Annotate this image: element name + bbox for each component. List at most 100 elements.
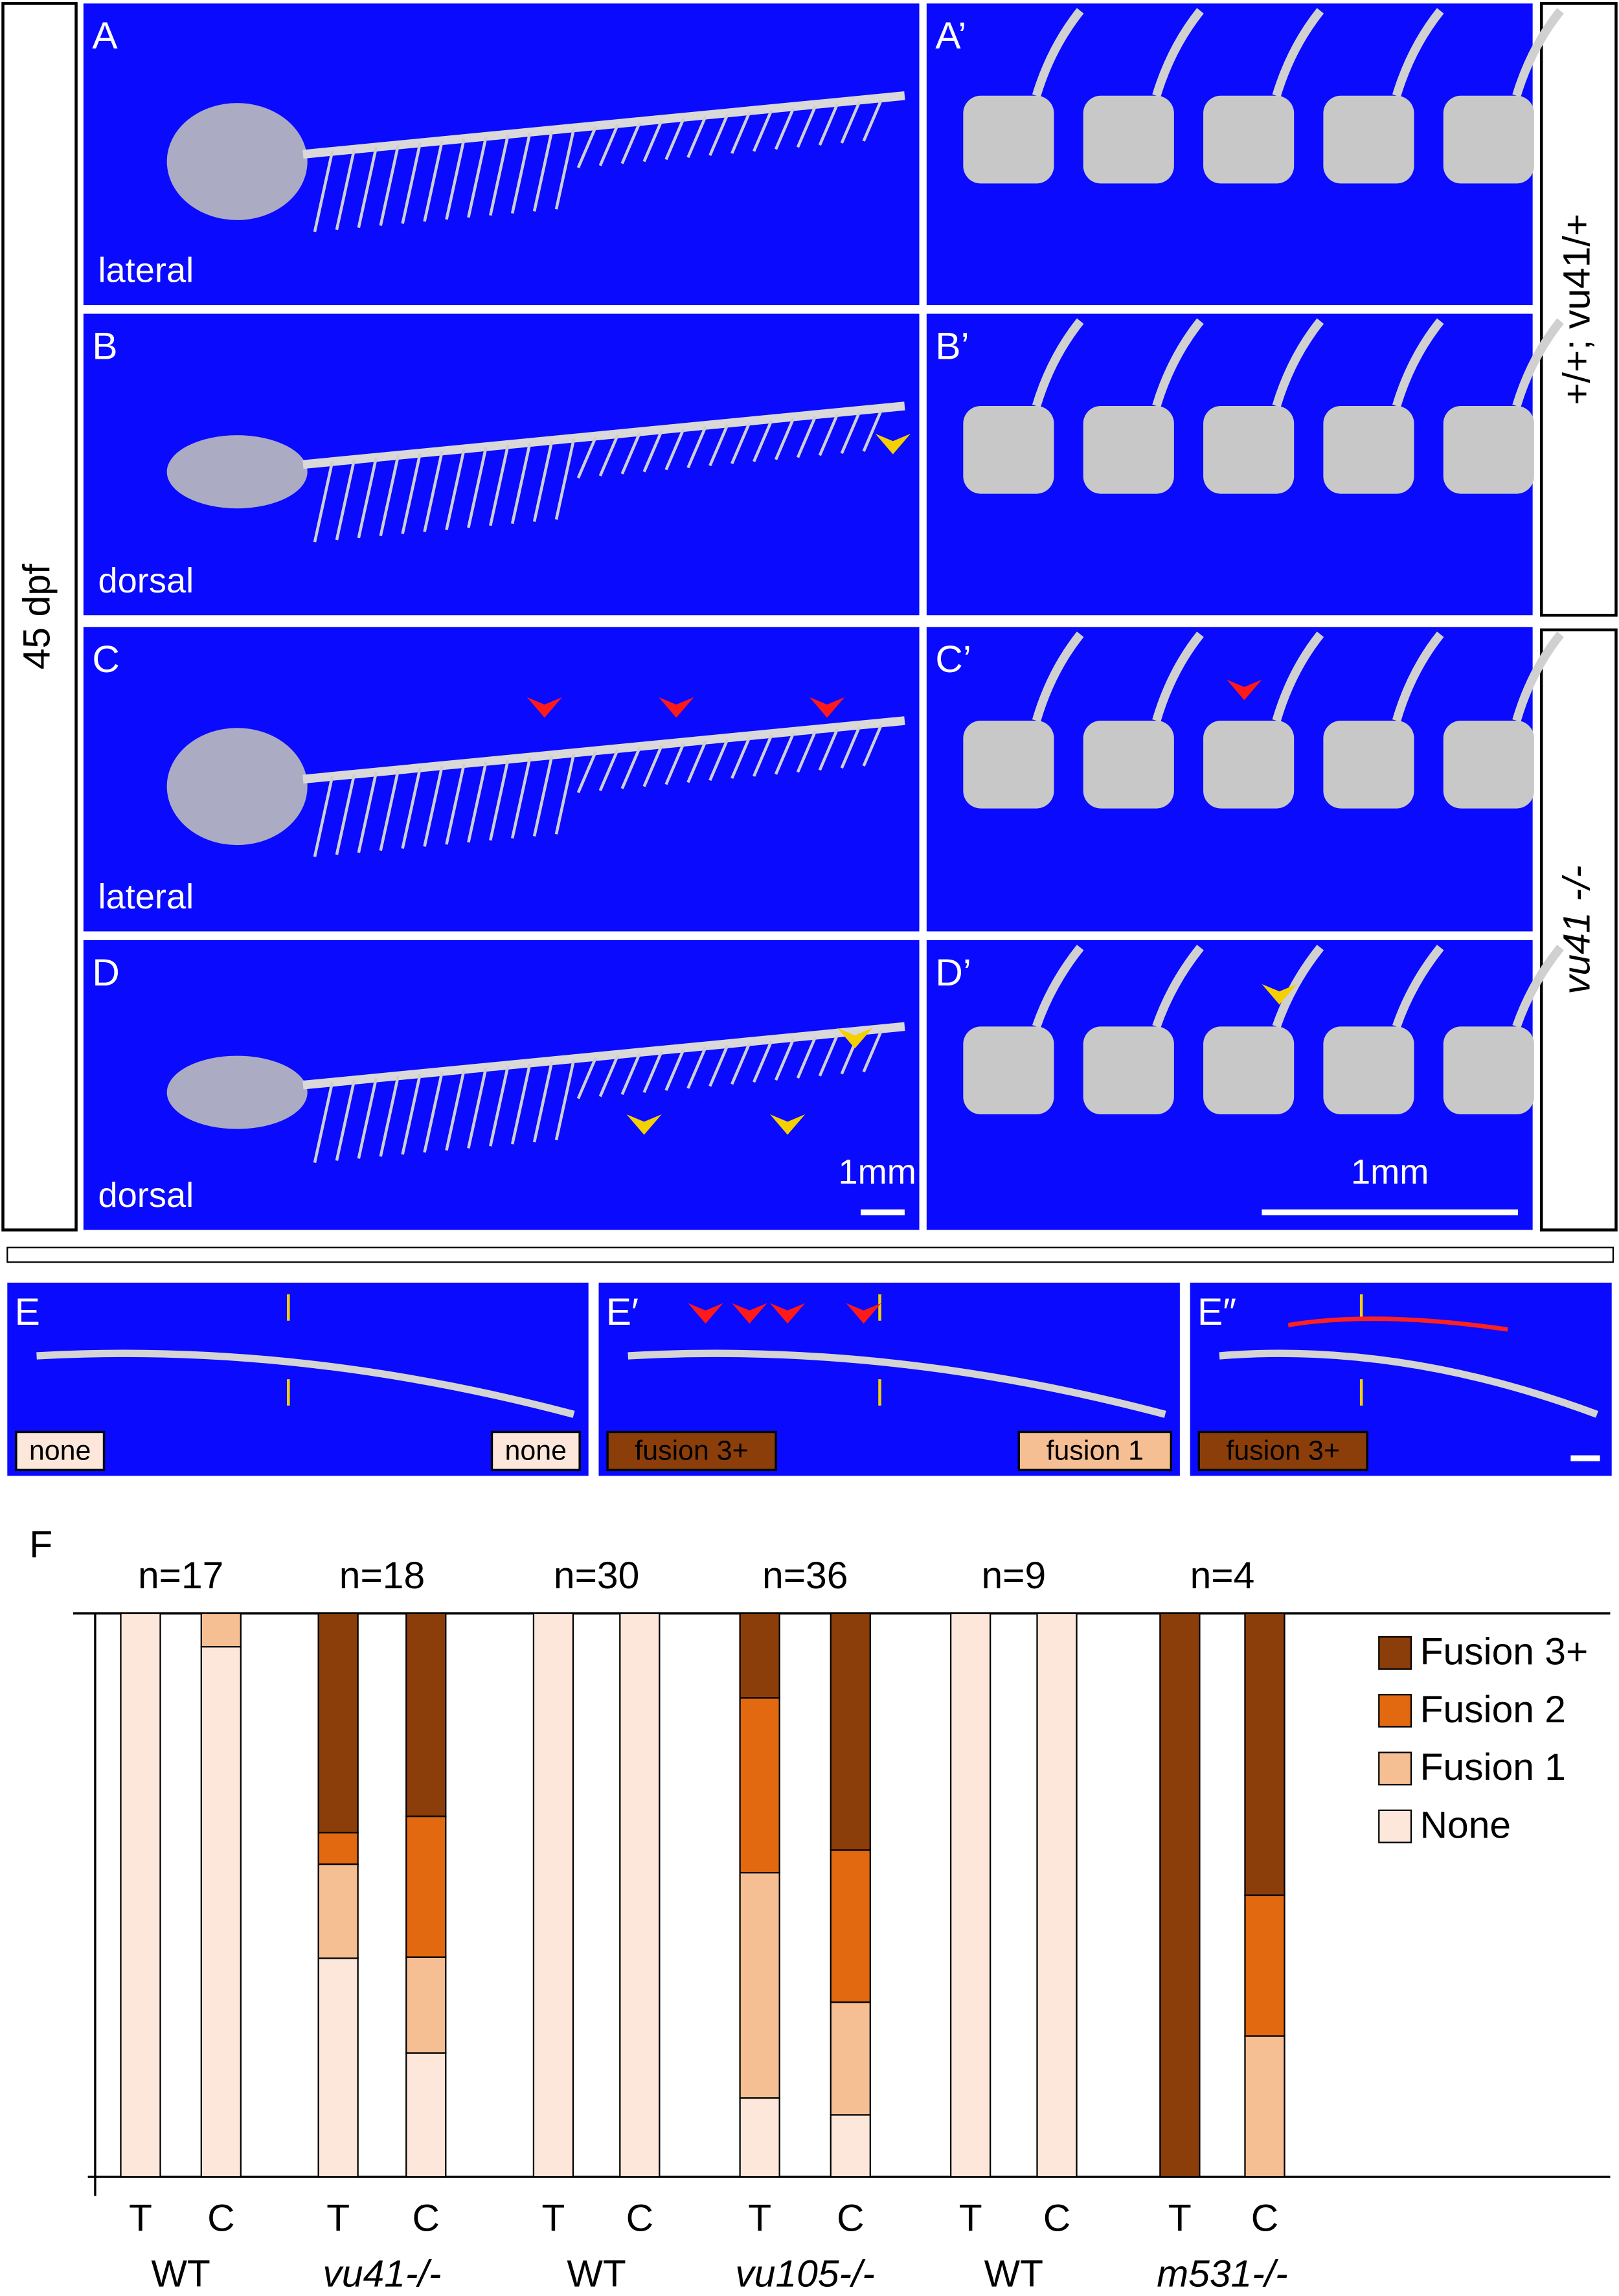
vertebra (1443, 405, 1534, 494)
arrowhead (526, 697, 562, 718)
skull (166, 1055, 308, 1129)
rib (818, 414, 839, 456)
rib (753, 420, 773, 462)
rib (335, 1079, 356, 1161)
rib (313, 151, 334, 232)
rib (620, 1053, 641, 1096)
rib (753, 1041, 773, 1083)
arrowhead (1262, 984, 1297, 1005)
genotype-box (1539, 628, 1618, 1232)
rib (686, 1046, 707, 1089)
rib (862, 724, 883, 767)
spine-arch (1272, 318, 1324, 407)
tag-label: none (505, 1435, 567, 1467)
rib (445, 1069, 466, 1151)
vertebra (1083, 405, 1174, 494)
rib (620, 122, 641, 164)
rib (489, 760, 510, 841)
spine (1219, 1349, 1599, 1418)
legend-swatch (1378, 1809, 1412, 1843)
rib (532, 755, 554, 837)
spine (36, 1349, 575, 1418)
rib (796, 106, 817, 148)
rib (576, 436, 598, 479)
rib (774, 732, 795, 775)
group-label: WT (984, 2253, 1043, 2295)
arrowhead (809, 697, 845, 718)
rib (686, 426, 707, 469)
rib (335, 774, 356, 855)
x-tick-label: T (326, 2197, 350, 2239)
rib (401, 142, 422, 224)
tag-box (1197, 1430, 1368, 1471)
chart: T C T C T C T C T C T Cn=17 WT n=18 vu41-/- n=30 WT n=36 v… (73, 1555, 1611, 2295)
rib (510, 132, 532, 214)
rib (423, 765, 444, 847)
spine (628, 1349, 1166, 1418)
legend-label: None (1420, 1804, 1511, 1846)
rib (379, 769, 400, 851)
rib (576, 126, 598, 168)
bar-segment (317, 1863, 359, 1959)
rib (489, 1065, 510, 1147)
divider (6, 1246, 1614, 1263)
x-tick-label: T (748, 2197, 771, 2239)
panel-label: B’ (935, 325, 969, 367)
rib (686, 741, 707, 783)
x-tick-label: C (837, 2197, 864, 2239)
rib (598, 748, 619, 791)
genotype-box (1539, 2, 1618, 617)
rib (708, 424, 729, 467)
x-tick-label: T (1168, 2197, 1192, 2239)
rib (620, 432, 641, 475)
tag-label: fusion 3+ (635, 1435, 748, 1467)
rib (818, 103, 839, 146)
bar-segment (739, 1871, 780, 2099)
sample-size: n=30 (554, 1555, 639, 1597)
scale-label: 1mm (838, 1153, 916, 1191)
scale-label: 1mm (1351, 1153, 1429, 1191)
rib (335, 459, 356, 541)
sample-size: n=9 (981, 1555, 1046, 1597)
vertebra (1323, 95, 1414, 184)
rib (708, 1044, 729, 1087)
rib (313, 1081, 334, 1164)
panel-label: F (29, 1524, 52, 1566)
spine-arch (1512, 631, 1564, 722)
rib (467, 137, 488, 218)
genotype-label: vu41 -/- (1556, 866, 1598, 995)
vertebra (1203, 1026, 1295, 1115)
bar-segment (405, 1815, 447, 1958)
rib (642, 1050, 663, 1093)
bar-segment (1036, 1612, 1078, 2178)
rib (753, 109, 773, 152)
rib (620, 747, 641, 789)
bar-segment (120, 1612, 161, 2178)
rib (510, 757, 532, 839)
tag-box (1017, 1430, 1173, 1471)
arrowhead (837, 1028, 873, 1049)
rib (532, 130, 554, 212)
rib (730, 422, 751, 464)
rib (730, 736, 751, 779)
bar-segment (317, 1832, 359, 1865)
view-label: lateral (98, 251, 194, 290)
rib (313, 461, 334, 543)
sample-size: n=4 (1190, 1555, 1255, 1597)
rib (357, 457, 378, 539)
tag-box (15, 1430, 106, 1471)
spine-arch (1032, 318, 1084, 407)
group-label: WT (567, 2253, 626, 2295)
sample-size: n=36 (762, 1555, 848, 1597)
arrowhead (769, 1303, 806, 1324)
vertebra (1323, 720, 1414, 809)
rib (532, 440, 554, 523)
rib (862, 409, 883, 452)
spine-arch (1032, 945, 1084, 1028)
rib (730, 111, 751, 154)
x-tick-label: C (1251, 2197, 1278, 2239)
rib (796, 1036, 817, 1079)
rib (467, 447, 488, 528)
rib (686, 115, 707, 159)
rib (818, 1034, 839, 1077)
